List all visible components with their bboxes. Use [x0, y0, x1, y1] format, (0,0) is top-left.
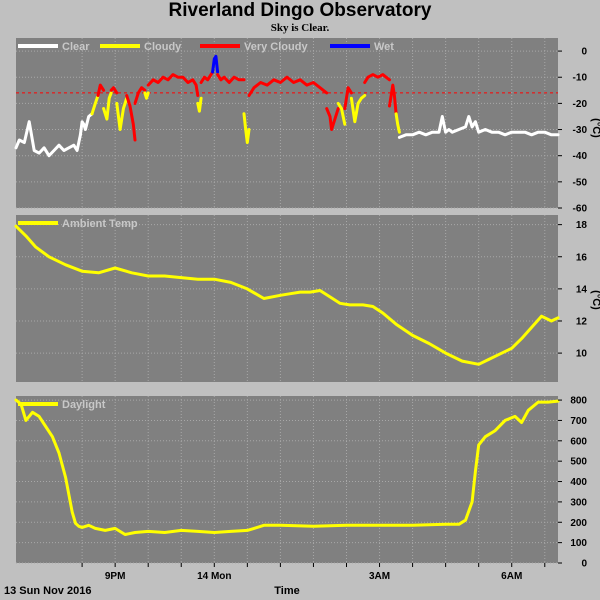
temp-y-axis-label: (°C) — [590, 290, 600, 310]
sky-y-tick-label: -50 — [573, 177, 588, 188]
sky-y-ticks: 0 -10 -20 -30 -40 -50 -60 — [558, 47, 587, 215]
sky-series-line-8 — [133, 86, 147, 105]
sky-legend-label: Clear — [62, 41, 90, 53]
daylight-y-tick-label: 0 — [581, 559, 587, 570]
daylight-series-line-0 — [14, 398, 560, 536]
sky-series-line-22 — [388, 83, 398, 116]
daylight-lines — [14, 398, 560, 536]
sky-legend: Clear Cloudy Very Cloudy Wet — [18, 41, 394, 53]
temp-y-tick-label: 18 — [576, 220, 588, 231]
daylight-y-tick-label: 600 — [570, 436, 587, 447]
sky-series-line-23 — [394, 112, 401, 134]
daylight-y-tick-label: 800 — [570, 396, 587, 407]
sky-y-tick-label: -30 — [573, 125, 588, 136]
x-axis-ticks: 9PM 14 Mon 3AM 6AM — [81, 563, 546, 582]
sky-series-line-21 — [363, 73, 391, 84]
daylight-plot-area — [16, 396, 558, 563]
sky-y-tick-label: -40 — [573, 151, 588, 162]
temp-lines — [14, 224, 560, 366]
daylight-y-tick-label: 300 — [570, 497, 587, 508]
sky-series-line-4 — [102, 91, 113, 121]
daylight-legend: Daylight — [18, 399, 106, 411]
temp-y-tick-label: 12 — [576, 316, 588, 327]
daylight-grid — [16, 396, 558, 564]
temp-legend: Ambient Temp — [18, 218, 138, 230]
sky-series-line-11 — [196, 96, 203, 113]
sky-series-line-3 — [96, 83, 106, 97]
date-label: 13 Sun Nov 2016 — [4, 585, 91, 597]
sky-series-line-13 — [211, 54, 220, 74]
sky-series-line-0 — [14, 120, 82, 158]
sky-series-line-9 — [143, 91, 150, 100]
sky-series-line-16 — [247, 75, 329, 97]
sky-series-line-6 — [115, 96, 129, 131]
x-tick-label: 3AM — [369, 571, 390, 582]
sky-legend-label: Wet — [374, 41, 394, 53]
daylight-y-tick-label: 200 — [570, 518, 587, 529]
temp-series-line-0 — [14, 224, 560, 366]
daylight-y-tick-label: 400 — [570, 477, 587, 488]
sky-series-line-19 — [343, 86, 353, 111]
temp-legend-label: Ambient Temp — [62, 218, 138, 230]
temp-y-ticks: 18 16 14 12 10 — [558, 220, 588, 360]
x-tick-label: 6AM — [501, 571, 522, 582]
daylight-y-tick-label: 500 — [570, 457, 587, 468]
sky-series-line-5 — [109, 86, 119, 95]
sky-y-tick-label: 0 — [581, 47, 587, 58]
x-axis-label: Time — [274, 585, 299, 597]
sky-series-line-14 — [216, 73, 246, 84]
sky-series-line-1 — [78, 112, 94, 137]
temp-panel: 18 16 14 12 10 Ambient Temp (°C) — [14, 215, 600, 382]
sky-panel: 0 -10 -20 -30 -40 -50 -60 Clear Cloudy Very Clou… — [14, 38, 600, 215]
temp-grid — [16, 215, 558, 382]
chart-subtitle: Sky is Clear. — [270, 22, 330, 34]
sky-series-line-24 — [397, 115, 560, 139]
sky-y-tick-label: -20 — [573, 99, 588, 110]
daylight-legend-label: Daylight — [62, 399, 106, 411]
temp-plot-area — [16, 215, 558, 382]
sky-legend-label: Cloudy — [144, 41, 182, 53]
daylight-y-tick-label: 100 — [570, 538, 587, 549]
sky-series-line-12 — [199, 70, 215, 84]
sky-lines — [14, 54, 560, 158]
chart-title: Riverland Dingo Observatory — [168, 0, 432, 21]
daylight-panel: 800 700 600 500 400 300 200 100 0 Daylight — [14, 396, 587, 570]
sky-series-line-20 — [349, 94, 367, 124]
sky-series-line-7 — [125, 94, 137, 142]
sky-y-tick-label: -10 — [573, 73, 588, 84]
sky-series-line-10 — [146, 73, 200, 97]
temp-y-tick-label: 16 — [576, 252, 588, 263]
x-tick-label: 9PM — [105, 571, 126, 582]
sky-series-line-15 — [242, 112, 251, 145]
temp-y-tick-label: 10 — [576, 349, 588, 360]
sky-series-line-17 — [325, 107, 340, 131]
temp-y-tick-label: 14 — [576, 284, 588, 295]
x-tick-label: 14 Mon — [197, 571, 231, 582]
daylight-y-tick-label: 700 — [570, 416, 587, 427]
sky-series-line-18 — [336, 101, 347, 126]
sky-y-axis-label: (°C) — [590, 118, 600, 138]
sky-legend-label: Very Cloudy — [244, 41, 308, 53]
daylight-y-ticks: 800 700 600 500 400 300 200 100 0 — [558, 396, 587, 570]
sky-y-tick-label: -60 — [573, 204, 588, 215]
sky-series-line-2 — [90, 94, 100, 116]
